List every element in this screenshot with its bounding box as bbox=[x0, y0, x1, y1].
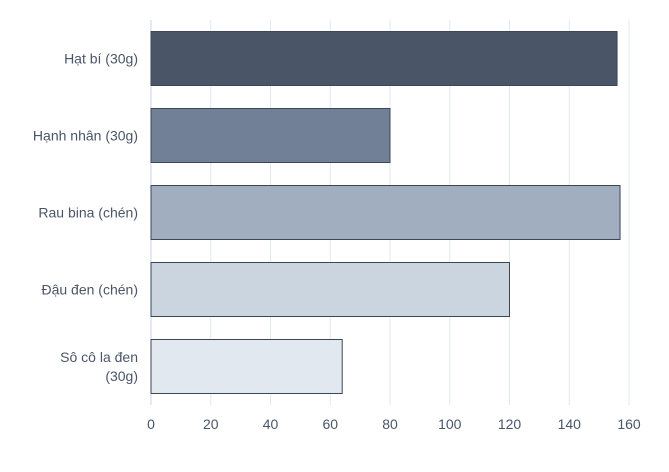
x-tick-label: 0 bbox=[147, 416, 155, 432]
bar bbox=[150, 108, 391, 163]
y-tick-label: Hạnh nhân (30g) bbox=[33, 128, 138, 144]
x-tick-label: 40 bbox=[263, 416, 279, 432]
y-tick-label: Hạt bí (30g) bbox=[64, 51, 138, 67]
x-tick-label: 20 bbox=[203, 416, 219, 432]
bar bbox=[150, 339, 343, 394]
x-tick-label: 80 bbox=[382, 416, 398, 432]
y-tick-label: Đậu đen (chén) bbox=[41, 282, 138, 298]
x-tick-label: 60 bbox=[322, 416, 338, 432]
y-tick-label: Rau bina (chén) bbox=[38, 205, 138, 221]
bar bbox=[150, 262, 510, 317]
x-tick-label: 140 bbox=[558, 416, 582, 432]
bar bbox=[150, 31, 618, 86]
y-tick-label: (30g) bbox=[105, 368, 138, 384]
x-tick-label: 160 bbox=[617, 416, 641, 432]
x-tick-label: 120 bbox=[498, 416, 522, 432]
y-tick-label: Sô cô la đen bbox=[60, 349, 138, 365]
x-tick-label: 100 bbox=[438, 416, 462, 432]
bar bbox=[150, 185, 621, 240]
